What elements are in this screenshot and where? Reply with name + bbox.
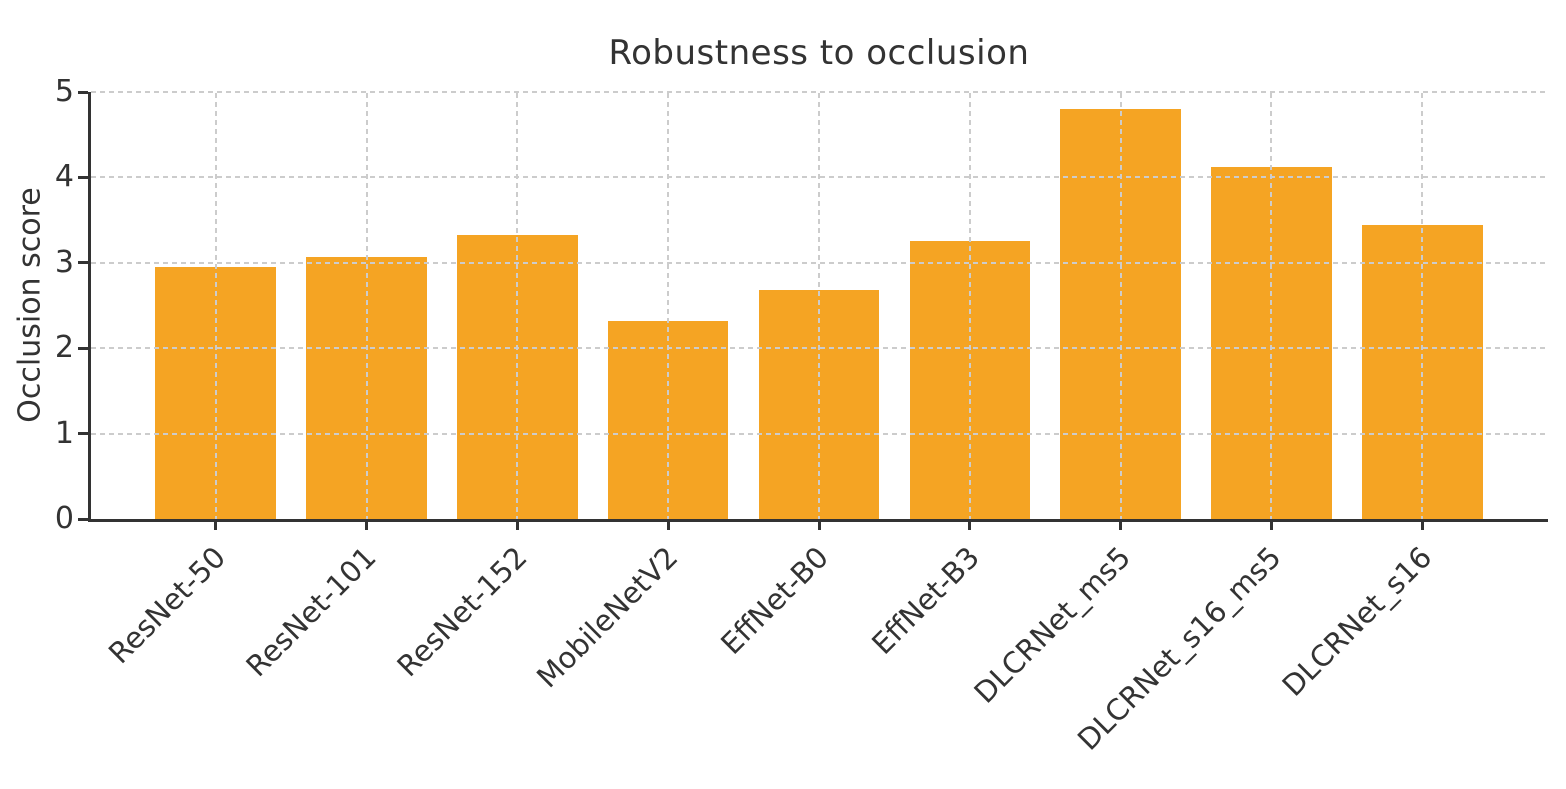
v-gridline: [818, 93, 820, 519]
v-gridline: [1421, 93, 1424, 519]
x-tick-mark: [1119, 522, 1123, 530]
v-gridline: [516, 93, 519, 519]
x-tick-label: EffNet-B0: [714, 540, 836, 661]
x-tick-label: DLCRNet_s16: [1275, 540, 1439, 703]
x-tick-label: ResNet-50: [101, 540, 232, 671]
y-axis-label: Occlusion score: [12, 187, 48, 423]
x-tick-mark: [515, 522, 519, 530]
x-tick-mark: [968, 522, 972, 530]
x-tick-mark: [1420, 522, 1424, 530]
x-tick-label: MobileNetV2: [529, 540, 685, 695]
y-tick-mark: [78, 90, 88, 94]
x-tick-mark: [214, 522, 218, 530]
x-tick-label: EffNet-B3: [864, 540, 986, 661]
y-tick-mark: [78, 517, 88, 521]
y-tick-label: 5: [54, 74, 74, 109]
y-tick-label: 1: [54, 415, 74, 451]
v-gridline: [968, 93, 971, 519]
x-tick-mark: [365, 522, 369, 530]
x-tick-label: DLCRNet_ms5: [966, 540, 1137, 710]
x-tick-mark: [817, 522, 821, 530]
y-tick-mark: [78, 261, 88, 265]
v-gridline: [365, 93, 368, 519]
y-tick-mark: [78, 346, 88, 350]
y-axis-spine: [88, 92, 91, 522]
v-gridline: [667, 93, 670, 519]
y-tick-label: 4: [54, 159, 74, 195]
x-tick-label: ResNet-152: [390, 540, 534, 684]
y-tick-label: 3: [54, 244, 74, 280]
x-tick-label: ResNet-101: [239, 540, 383, 684]
x-tick-mark: [1269, 522, 1273, 530]
h-gridline: [91, 91, 1548, 93]
y-tick-mark: [78, 175, 88, 179]
x-tick-mark: [666, 522, 670, 530]
y-tick-mark: [78, 432, 88, 436]
v-gridline: [214, 93, 217, 519]
x-axis-spine: [88, 519, 1548, 522]
y-tick-label: 0: [54, 501, 74, 536]
chart-title: Robustness to occlusion: [608, 33, 1030, 73]
y-tick-label: 2: [54, 330, 74, 366]
v-gridline: [1119, 93, 1122, 519]
v-gridline: [1270, 93, 1273, 519]
